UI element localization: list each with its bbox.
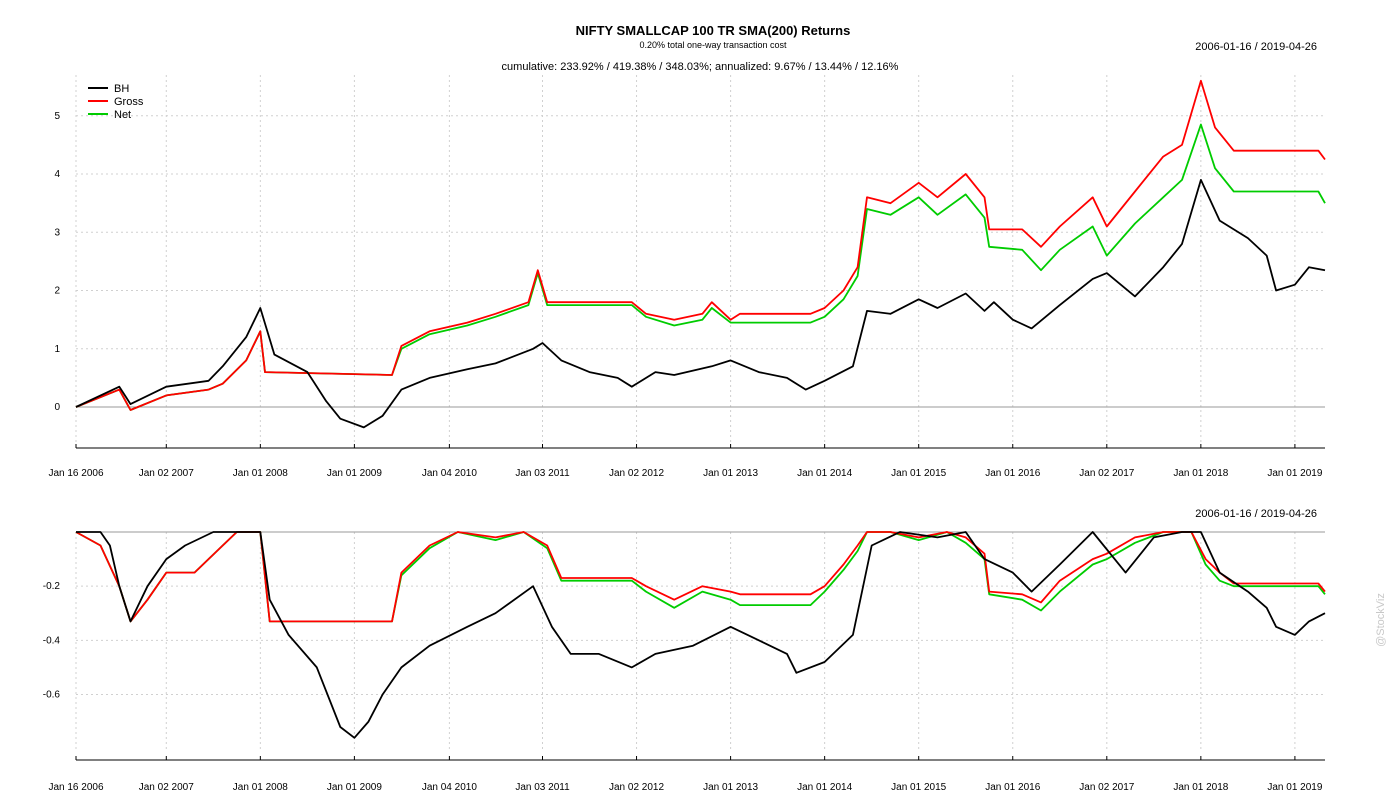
x-tick-label: Jan 03 2011: [515, 468, 570, 479]
series-line-gross: [75, 79, 1326, 411]
x-tick-label: Jan 16 2006: [48, 782, 103, 793]
x-tick-label: Jan 01 2019: [1267, 782, 1322, 793]
x-tick-label: Jan 01 2016: [985, 468, 1040, 479]
y-tick-label: 4: [54, 169, 60, 180]
series-line-net: [75, 531, 1326, 623]
x-tick-label: Jan 01 2009: [327, 782, 382, 793]
y-tick-label: 1: [54, 344, 60, 355]
drawdown-panel: Jan 16 2006 Jan 02 2007 Jan 01 2008 Jan 01 …: [43, 531, 1326, 793]
legend-label-bh: BH: [114, 83, 129, 95]
chart-legend: BH Gross Net: [88, 83, 144, 121]
x-tick-label: Jan 02 2012: [609, 782, 664, 793]
series-line-bh: [75, 178, 1326, 429]
y-tick-label: 2: [54, 286, 60, 297]
y-tick-label: -0.4: [43, 635, 61, 646]
x-tick-label: Jan 02 2007: [139, 468, 194, 479]
y-tick-label: 5: [54, 111, 60, 122]
x-tick-label: Jan 01 2018: [1173, 782, 1228, 793]
x-tick-label: Jan 01 2008: [233, 468, 288, 479]
series-line-bh: [76, 531, 1326, 739]
x-tick-label: Jan 16 2006: [48, 468, 103, 479]
x-tick-label: Jan 01 2018: [1173, 468, 1228, 479]
x-tick-label: Jan 01 2015: [891, 468, 946, 479]
x-tick-label: Jan 01 2013: [703, 468, 758, 479]
x-tick-label: Jan 01 2013: [703, 782, 758, 793]
y-tick-label: -0.6: [43, 689, 61, 700]
x-tick-label: Jan 02 2017: [1079, 782, 1134, 793]
legend-label-net: Net: [114, 109, 131, 121]
x-tick-label: Jan 01 2008: [233, 782, 288, 793]
legend-label-gross: Gross: [114, 96, 144, 108]
cumulative-returns-panel: Jan 16 2006 Jan 02 2007 Jan 01 2008 Jan 01 …: [48, 75, 1326, 479]
x-tick-label: Jan 02 2012: [609, 468, 664, 479]
top-date-range: 2006-01-16 / 2019-04-26: [1195, 41, 1317, 53]
x-tick-label: Jan 01 2015: [891, 782, 946, 793]
chart-subtitle: 0.20% total one-way transaction cost: [639, 40, 787, 50]
bottom-date-range: 2006-01-16 / 2019-04-26: [1195, 508, 1317, 520]
x-tick-label: Jan 03 2011: [515, 782, 570, 793]
y-tick-label: 0: [54, 402, 60, 413]
x-tick-label: Jan 04 2010: [422, 782, 477, 793]
x-tick-label: Jan 01 2014: [797, 782, 852, 793]
y-tick-label: -0.2: [43, 581, 61, 592]
chart-stats: cumulative: 233.92% / 419.38% / 348.03%;…: [502, 61, 899, 73]
x-tick-label: Jan 01 2016: [985, 782, 1040, 793]
series-line-gross: [75, 531, 1326, 623]
chart-title: NIFTY SMALLCAP 100 TR SMA(200) Returns: [576, 23, 851, 38]
x-tick-label: Jan 01 2009: [327, 468, 382, 479]
x-tick-label: Jan 02 2007: [139, 782, 194, 793]
x-tick-label: Jan 02 2017: [1079, 468, 1134, 479]
y-tick-label: 3: [54, 227, 60, 238]
series-line-net: [75, 123, 1326, 411]
watermark: @StockViz: [1375, 593, 1387, 647]
x-tick-label: Jan 01 2014: [797, 468, 852, 479]
x-tick-label: Jan 01 2019: [1267, 468, 1322, 479]
x-tick-label: Jan 04 2010: [422, 468, 477, 479]
